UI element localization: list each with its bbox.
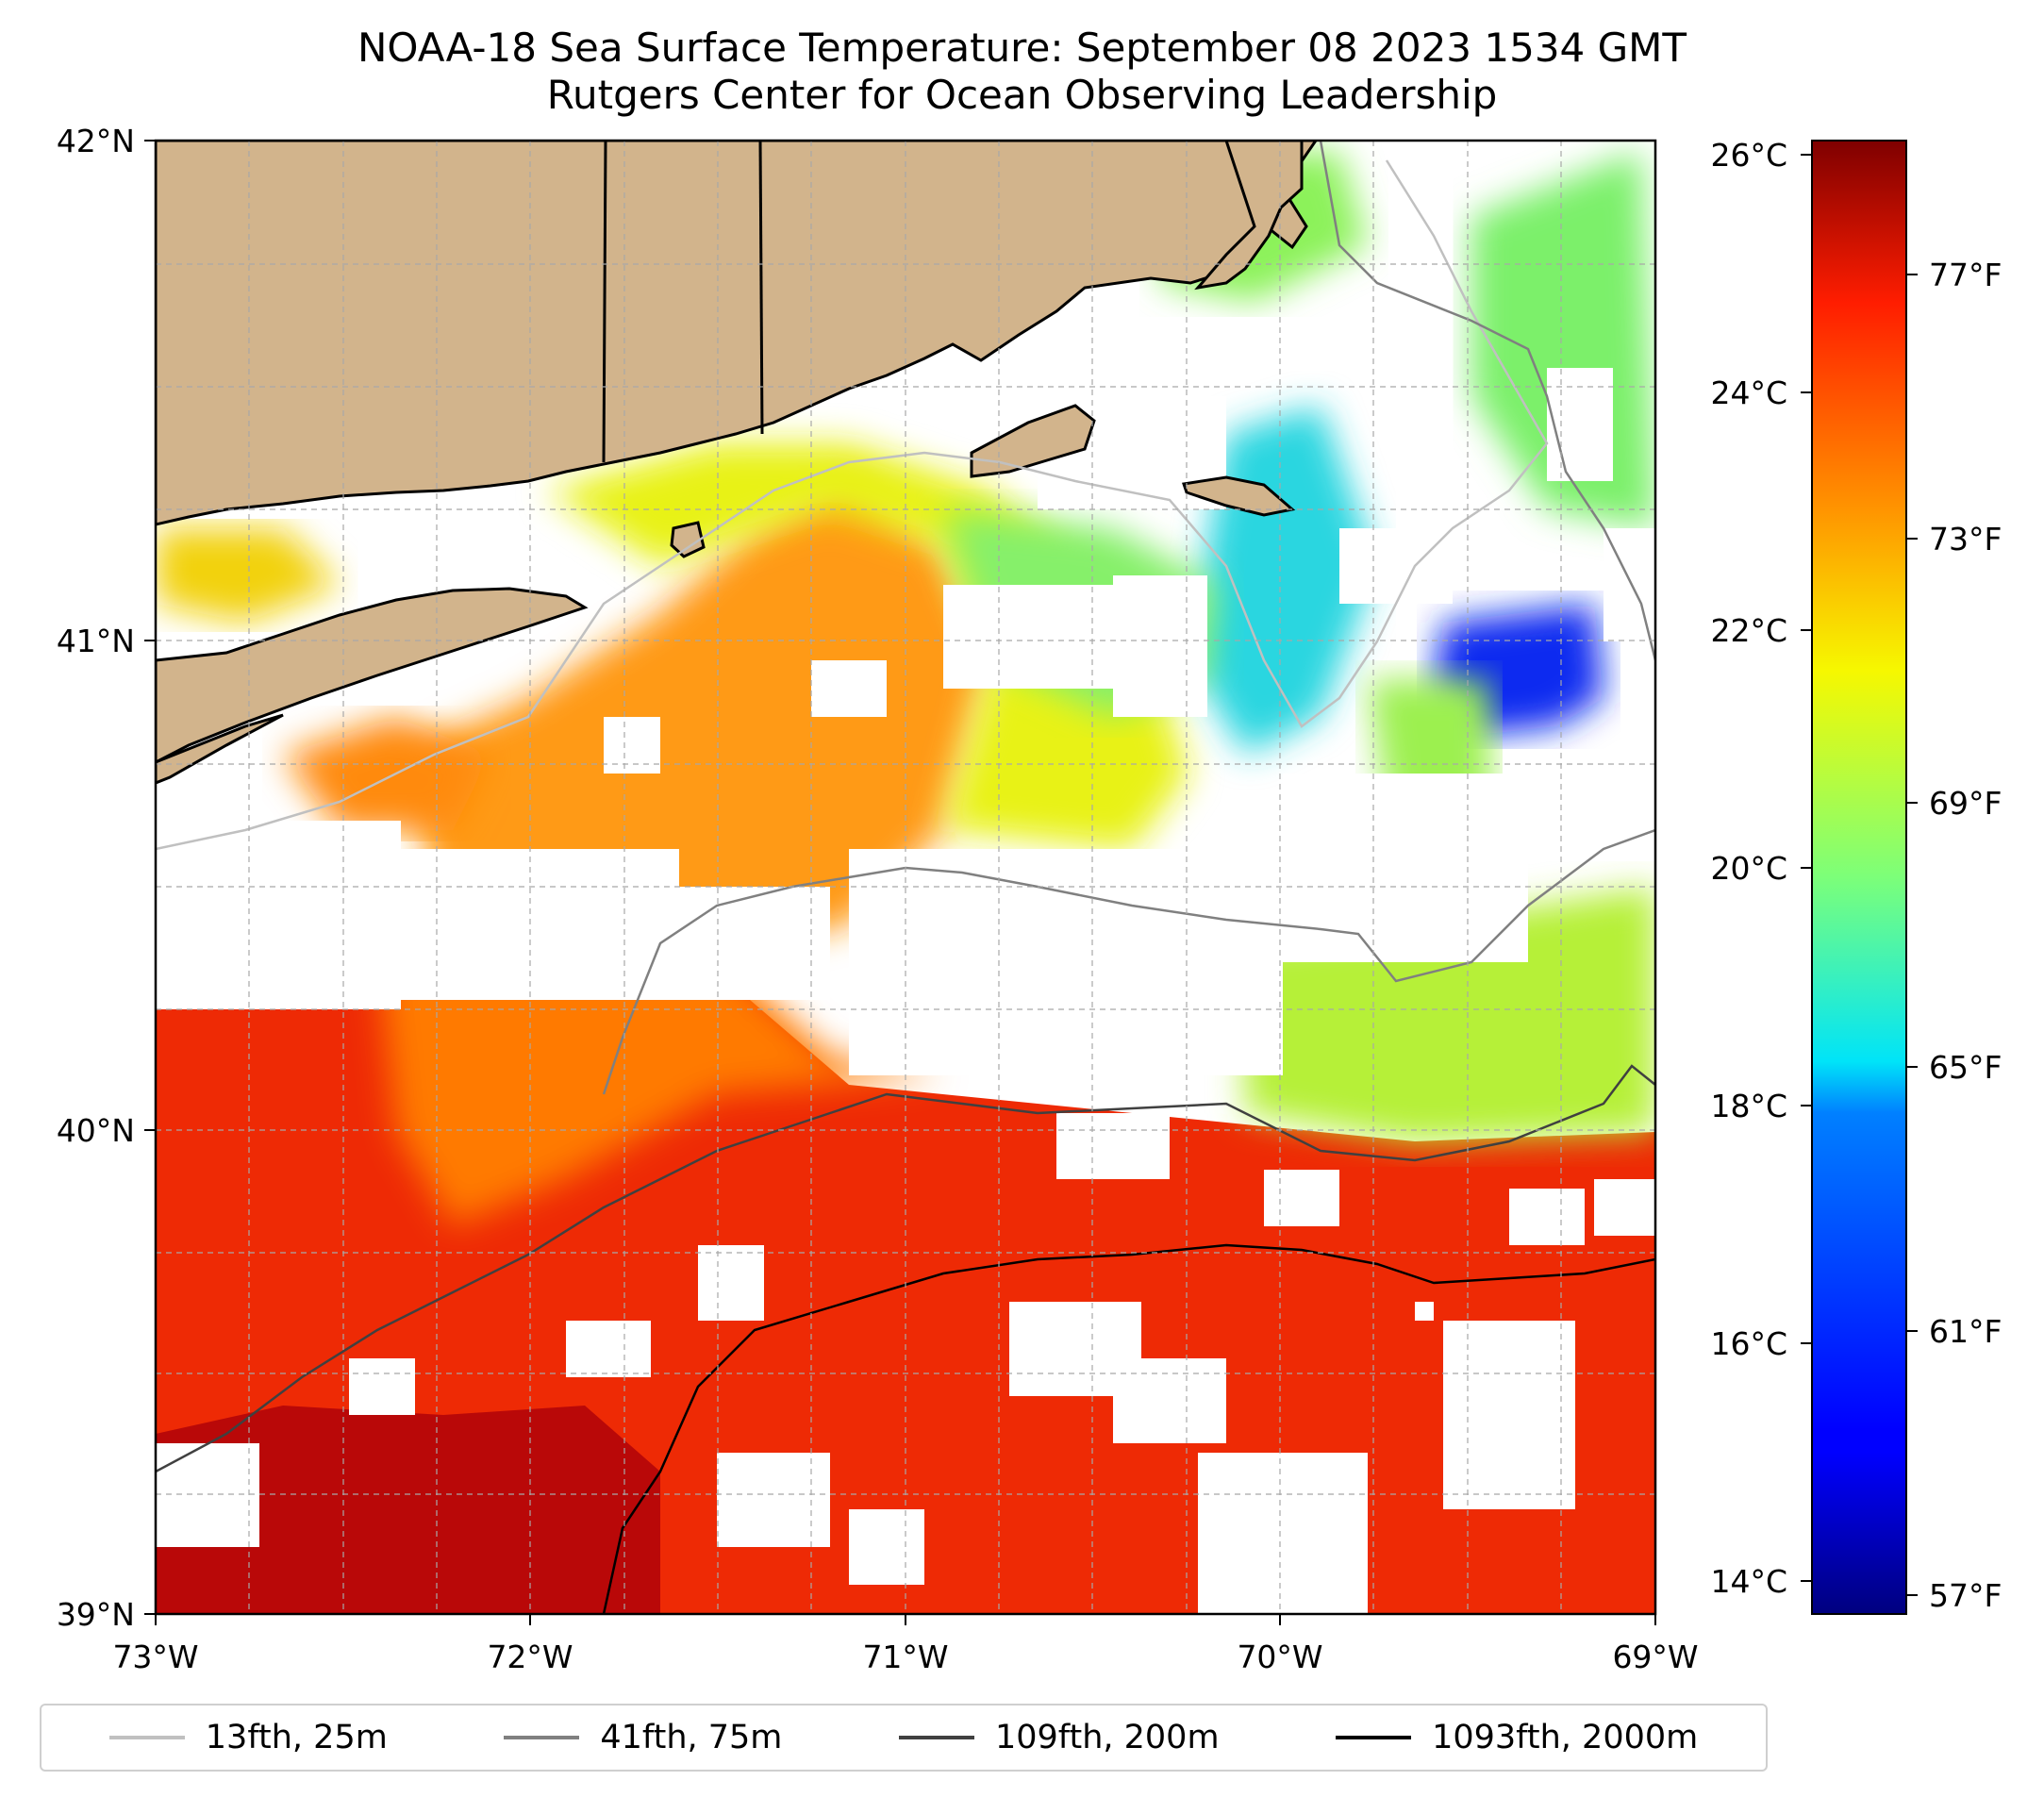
cloud-gap: [396, 849, 679, 1000]
lon-label-73: 73°W: [112, 1639, 198, 1675]
colorbar: [1811, 140, 1907, 1615]
celsius-label-18: 18°C: [1710, 1088, 1787, 1124]
colorbar-celsius-ticks: [1801, 154, 1812, 1582]
fahrenheit-label-57: 57°F: [1929, 1577, 2002, 1614]
state-border-ny-ct: [602, 141, 607, 463]
cloud-gap: [349, 1358, 415, 1415]
contour-200m: [156, 1064, 1655, 1473]
land-marthas-vineyard: [970, 404, 1096, 478]
axis-ticks: [144, 140, 1656, 1625]
celsius-label-20: 20°C: [1710, 850, 1787, 887]
legend-line-25m: [108, 1736, 185, 1739]
colorbar-fahrenheit-ticks: [1906, 274, 1918, 1596]
cloud-gap: [566, 1321, 651, 1377]
legend-item-75m: 41fth, 75m: [504, 1719, 782, 1756]
lon-label-70: 70°W: [1237, 1639, 1322, 1675]
map-title: NOAA-18 Sea Surface Temperature: Septemb…: [0, 25, 2044, 119]
legend-label-2000m: 1093fth, 2000m: [1432, 1719, 1699, 1756]
legend-item-25m: 13fth, 25m: [108, 1719, 388, 1756]
lat-label-41: 41°N: [57, 623, 135, 659]
cloud-gap: [156, 821, 401, 1009]
fahrenheit-label-73: 73°F: [1929, 521, 2002, 557]
cloud-gap: [698, 1245, 764, 1321]
contour-2000m: [602, 1243, 1655, 1614]
title-line-2: Rutgers Center for Ocean Observing Leade…: [546, 72, 1498, 118]
cloud-gap: [717, 1453, 830, 1547]
cloud-gap: [1198, 1453, 1368, 1614]
cloud-gap: [1113, 1358, 1226, 1443]
contour-75m-north: [1319, 141, 1655, 661]
cloud-gaps: [156, 368, 1655, 1614]
lat-label-40: 40°N: [57, 1112, 135, 1149]
legend-label-200m: 109fth, 200m: [994, 1719, 1220, 1756]
state-border-ct-ri: [758, 141, 764, 435]
cloud-gap: [1056, 1113, 1170, 1179]
fahrenheit-label-77: 77°F: [1929, 257, 2002, 293]
cloud-gap: [679, 887, 830, 1000]
celsius-label-16: 16°C: [1710, 1325, 1787, 1362]
cloud-gap: [1509, 1189, 1585, 1245]
cloud-gap: [849, 1509, 924, 1585]
celsius-label-24: 24°C: [1710, 374, 1787, 411]
deep-red-region: [156, 1406, 660, 1614]
lat-label-42: 42°N: [57, 123, 135, 159]
cloud-gap: [943, 585, 1132, 689]
gridlines: [156, 141, 1655, 1614]
land-long-island: [156, 587, 589, 764]
fahrenheit-label-61: 61°F: [1929, 1313, 2002, 1350]
celsius-label-26: 26°C: [1710, 137, 1787, 174]
cloud-gap: [1594, 1179, 1655, 1236]
lon-label-71: 71°W: [862, 1639, 948, 1675]
cloud-gap: [1415, 1302, 1434, 1321]
legend-line-2000m: [1336, 1736, 1412, 1739]
cloud-gap: [1339, 528, 1453, 604]
celsius-label-22: 22°C: [1710, 612, 1787, 649]
fahrenheit-label-65: 65°F: [1929, 1049, 2002, 1086]
fahrenheit-label-69: 69°F: [1929, 785, 2002, 822]
lon-label-69: 69°W: [1612, 1639, 1698, 1675]
legend-label-75m: 41fth, 75m: [600, 1719, 783, 1756]
cloud-gap: [604, 717, 660, 774]
contour-75m: [602, 828, 1655, 1095]
land-nj-coast: [156, 713, 284, 785]
cloud-gap: [1443, 1321, 1575, 1509]
legend-line-75m: [504, 1736, 580, 1739]
cloud-gap: [1547, 368, 1613, 481]
orange-patch-coast: [283, 717, 490, 830]
cloud-gap: [1264, 1170, 1339, 1226]
legend-label-25m: 13fth, 25m: [205, 1719, 388, 1756]
cloud-gap: [156, 1443, 259, 1547]
legend-item-200m: 109fth, 200m: [898, 1719, 1220, 1756]
lat-label-39: 39°N: [57, 1596, 135, 1633]
cloud-gap: [1283, 774, 1528, 962]
lon-label-72: 72°W: [487, 1639, 573, 1675]
contour-25m: [156, 159, 1549, 851]
title-line-1: NOAA-18 Sea Surface Temperature: Septemb…: [357, 25, 1687, 71]
cloud-gap: [811, 660, 887, 717]
legend-item-2000m: 1093fth, 2000m: [1336, 1719, 1698, 1756]
celsius-label-14: 14°C: [1710, 1563, 1787, 1600]
cloud-gap: [1113, 575, 1207, 717]
contour-legend: 13fth, 25m 41fth, 75m 109fth, 200m 1093f…: [40, 1704, 1768, 1772]
land-nantucket: [1182, 475, 1296, 517]
legend-line-200m: [898, 1736, 974, 1739]
mid-orange-region: [406, 472, 990, 953]
land-cape-cod: [1194, 141, 1304, 291]
cloud-gap: [849, 849, 1283, 1075]
land-block-island: [670, 521, 706, 558]
yellow-patch-west: [156, 528, 340, 623]
